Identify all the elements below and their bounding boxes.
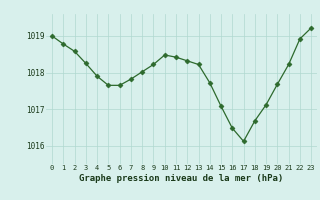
X-axis label: Graphe pression niveau de la mer (hPa): Graphe pression niveau de la mer (hPa) xyxy=(79,174,284,183)
